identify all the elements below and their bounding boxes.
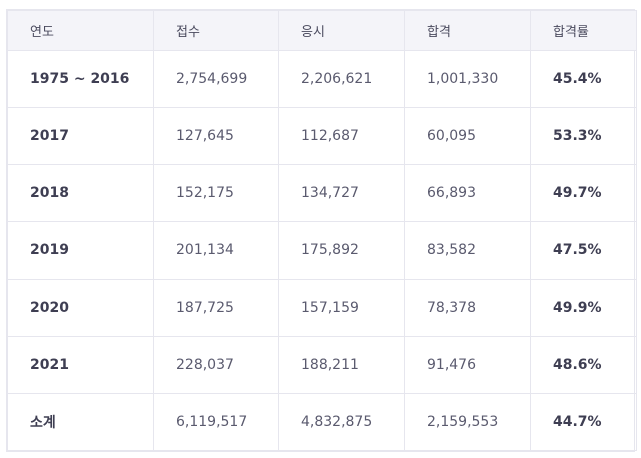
cell-applied: 127,645 bbox=[153, 107, 279, 166]
cell-taken: 157,159 bbox=[278, 278, 405, 337]
table-row: 2021 228,037 188,211 91,476 48.6% bbox=[7, 335, 637, 394]
header-pass-rate: 합격률 bbox=[530, 10, 637, 51]
table-header: 연도 접수 응시 합격 합격률 bbox=[7, 10, 637, 51]
cell-pass-rate: 48.6% bbox=[530, 335, 637, 394]
cell-taken: 2,206,621 bbox=[278, 49, 405, 109]
cell-passed: 78,378 bbox=[404, 278, 531, 337]
cell-pass-rate: 47.5% bbox=[530, 221, 637, 280]
cell-applied: 6,119,517 bbox=[153, 392, 279, 452]
cell-passed: 2,159,553 bbox=[404, 392, 531, 452]
table-row: 1975 ~ 2016 2,754,699 2,206,621 1,001,33… bbox=[7, 49, 637, 109]
table-row: 2018 152,175 134,727 66,893 49.7% bbox=[7, 164, 637, 223]
cell-pass-rate: 45.4% bbox=[530, 49, 637, 109]
cell-passed: 66,893 bbox=[404, 164, 531, 223]
cell-pass-rate: 53.3% bbox=[530, 107, 637, 166]
cell-applied: 2,754,699 bbox=[153, 49, 279, 109]
cell-taken: 188,211 bbox=[278, 335, 405, 394]
header-taken: 응시 bbox=[278, 10, 405, 51]
table-row: 2017 127,645 112,687 60,095 53.3% bbox=[7, 107, 637, 166]
cell-pass-rate: 49.7% bbox=[530, 164, 637, 223]
cell-taken: 112,687 bbox=[278, 107, 405, 166]
cell-passed: 60,095 bbox=[404, 107, 531, 166]
table-row-subtotal: 소계 6,119,517 4,832,875 2,159,553 44.7% bbox=[7, 392, 637, 452]
cell-year: 소계 bbox=[7, 392, 154, 452]
cell-passed: 91,476 bbox=[404, 335, 531, 394]
cell-year: 2021 bbox=[7, 335, 154, 394]
cell-year: 2018 bbox=[7, 164, 154, 223]
cell-applied: 201,134 bbox=[153, 221, 279, 280]
table-body: 1975 ~ 2016 2,754,699 2,206,621 1,001,33… bbox=[7, 49, 637, 452]
cell-year: 2019 bbox=[7, 221, 154, 280]
header-row: 연도 접수 응시 합격 합격률 bbox=[7, 10, 637, 51]
exam-statistics-table: 연도 접수 응시 합격 합격률 1975 ~ 2016 2,754,699 2,… bbox=[7, 10, 637, 452]
cell-taken: 175,892 bbox=[278, 221, 405, 280]
header-year: 연도 bbox=[7, 10, 154, 51]
header-applied: 접수 bbox=[153, 10, 279, 51]
cell-year: 2017 bbox=[7, 107, 154, 166]
cell-applied: 187,725 bbox=[153, 278, 279, 337]
cell-passed: 1,001,330 bbox=[404, 49, 531, 109]
cell-year: 1975 ~ 2016 bbox=[7, 49, 154, 109]
cell-pass-rate: 49.9% bbox=[530, 278, 637, 337]
cell-passed: 83,582 bbox=[404, 221, 531, 280]
cell-year: 2020 bbox=[7, 278, 154, 337]
cell-taken: 4,832,875 bbox=[278, 392, 405, 452]
exam-statistics-table-container: 연도 접수 응시 합격 합격률 1975 ~ 2016 2,754,699 2,… bbox=[6, 9, 637, 452]
cell-applied: 228,037 bbox=[153, 335, 279, 394]
cell-pass-rate: 44.7% bbox=[530, 392, 637, 452]
table-row: 2019 201,134 175,892 83,582 47.5% bbox=[7, 221, 637, 280]
header-passed: 합격 bbox=[404, 10, 531, 51]
cell-applied: 152,175 bbox=[153, 164, 279, 223]
table-row: 2020 187,725 157,159 78,378 49.9% bbox=[7, 278, 637, 337]
cell-taken: 134,727 bbox=[278, 164, 405, 223]
